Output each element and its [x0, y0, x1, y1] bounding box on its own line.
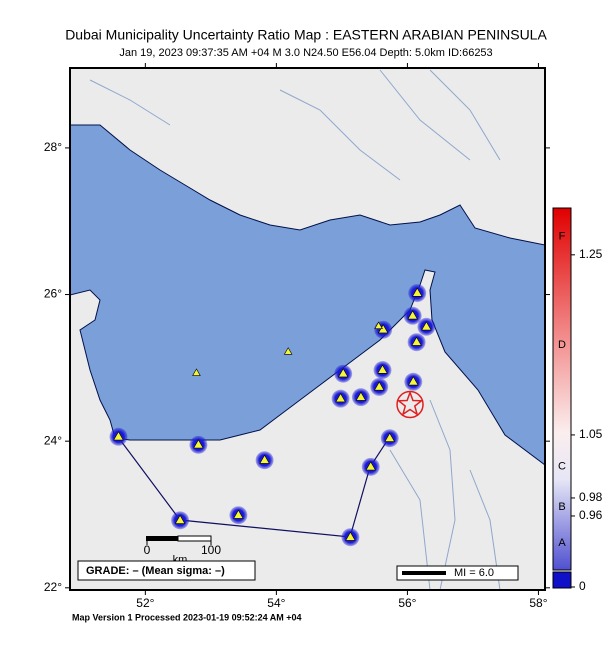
- scale-bar: [177, 535, 212, 542]
- station: [421, 321, 432, 331]
- station: [411, 287, 423, 297]
- colorbar: [552, 207, 572, 571]
- station: [408, 376, 419, 386]
- station: [337, 368, 349, 378]
- map-subtitle: Jan 19, 2023 09:37:35 AM +04 M 3.0 N24.5…: [119, 47, 492, 59]
- colorbar-tick-label: 0: [579, 579, 586, 593]
- y-tick-label: 26°: [44, 287, 62, 301]
- grade-label: A: [558, 537, 566, 549]
- station: [411, 336, 422, 346]
- sea: [70, 124, 545, 466]
- station: [113, 431, 124, 441]
- station: [193, 439, 204, 449]
- colorbar-tick-label: 0.98: [579, 490, 603, 504]
- x-tick-label: 54°: [267, 596, 285, 610]
- grade-label: D: [558, 339, 566, 351]
- footer: Map Version 1 Processed 2023-01-19 09:52…: [72, 612, 302, 622]
- colorbar-tick-label: 0.96: [579, 508, 603, 522]
- y-tick-label: 28°: [44, 140, 62, 154]
- station: [174, 514, 186, 524]
- x-tick-label: 58°: [529, 596, 547, 610]
- station: [384, 432, 395, 442]
- grade-label: F: [559, 231, 566, 243]
- scale-tick-label: 0: [144, 543, 151, 557]
- map-frame: [69, 67, 546, 591]
- y-tick-label: 24°: [44, 433, 62, 447]
- station: [365, 461, 376, 471]
- y-tick-label: 22°: [44, 580, 62, 594]
- mi-legend-text: MI = 6.0: [454, 567, 494, 579]
- grade-text: GRADE: – (Mean sigma: –): [86, 565, 225, 577]
- station: [259, 454, 270, 464]
- station: [355, 391, 367, 401]
- station: [335, 393, 346, 403]
- rivers-borders: [89, 69, 501, 590]
- station: [377, 364, 388, 374]
- basemap: [70, 68, 545, 590]
- map-title: Dubai Municipality Uncertainty Ratio Map…: [65, 27, 547, 43]
- station: [345, 531, 356, 541]
- grade-label: C: [558, 460, 566, 472]
- x-tick-label: 52°: [136, 596, 154, 610]
- station: [407, 310, 418, 320]
- station: [233, 509, 244, 519]
- station: [192, 368, 201, 376]
- station: [374, 321, 383, 329]
- colorbar-nodata: [552, 571, 572, 589]
- colorbar-tick-label: 1.05: [579, 427, 603, 441]
- station: [373, 381, 385, 391]
- x-tick-label: 56°: [398, 596, 416, 610]
- scale-tick-label: 100: [201, 543, 221, 557]
- colorbar-tick-label: 1.25: [579, 247, 603, 261]
- scale-bar: [146, 536, 178, 541]
- grade-box: [77, 560, 256, 581]
- epicenter: [396, 390, 424, 416]
- station: [283, 347, 293, 355]
- mi-legend-box: [396, 565, 519, 581]
- grade-label: B: [558, 501, 565, 513]
